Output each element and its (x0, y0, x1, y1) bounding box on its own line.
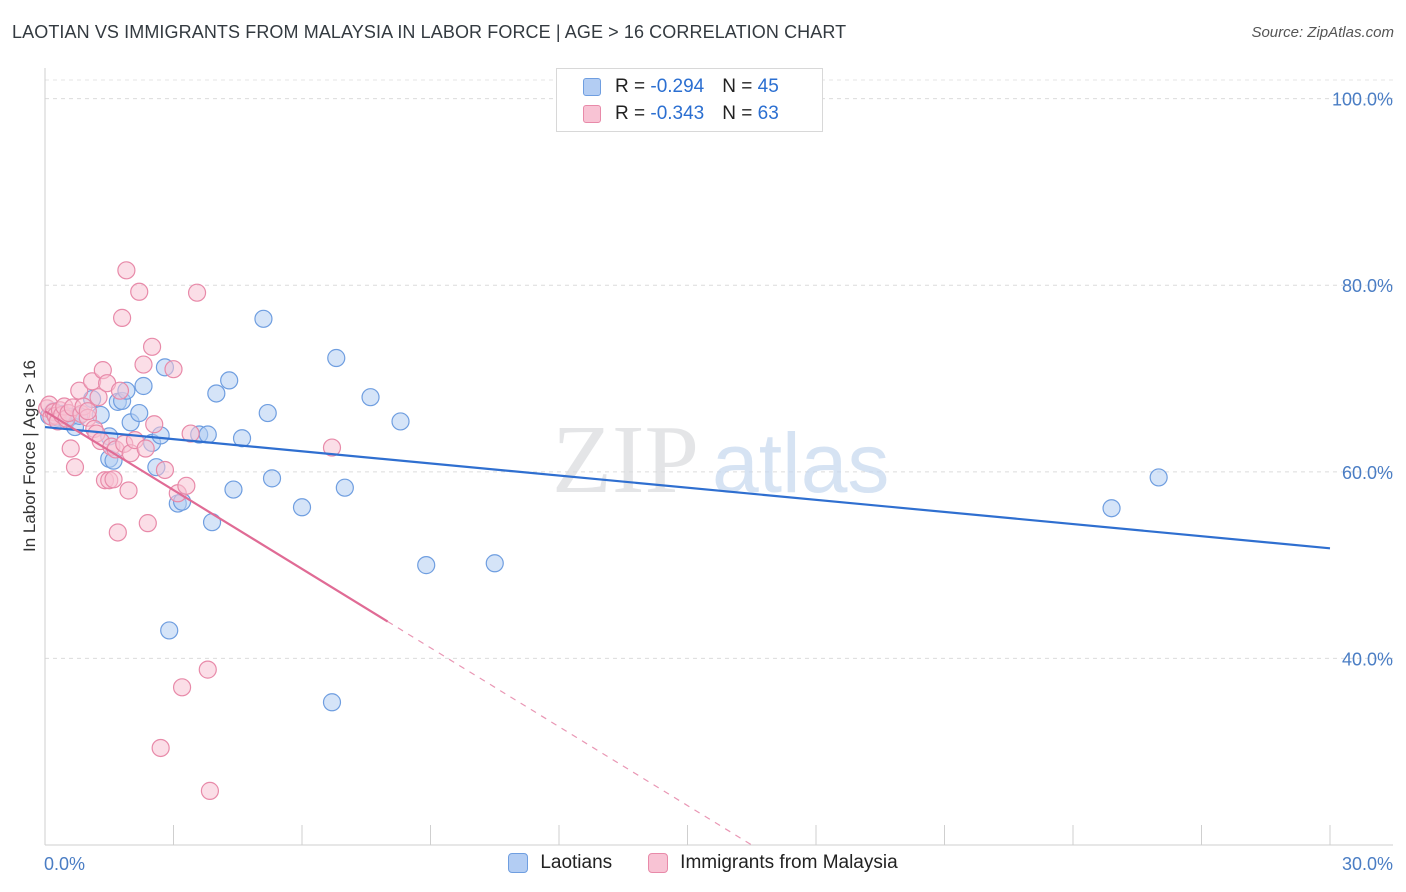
malaysia-point (104, 470, 123, 489)
malaysia-point (172, 678, 192, 697)
laotians-point (485, 554, 504, 573)
y-tick-label: 100.0% (1332, 90, 1393, 110)
laotians-point (322, 693, 342, 712)
series-swatch-laotians (508, 853, 529, 873)
x-tick-label: 30.0% (1342, 854, 1393, 874)
legend-n-value: 45 (757, 76, 779, 97)
watermark-zip: ZIP (552, 406, 699, 514)
laotians-point (335, 478, 354, 497)
malaysia-point (119, 481, 138, 500)
malaysia-point (164, 360, 183, 379)
legend-n-label: N = (722, 103, 758, 124)
y-tick-label: 80.0% (1342, 276, 1393, 296)
axes (44, 68, 1393, 846)
laotians-point (198, 425, 217, 444)
legend-n-label: N = (722, 76, 758, 97)
grid-lines (45, 79, 1393, 659)
legend-swatch-laotians (583, 78, 601, 96)
correlation-legend: R = -0.294 N = 45 R = -0.343 N = 63 (556, 68, 823, 132)
laotians-point (361, 388, 380, 407)
laotians-point (391, 412, 410, 431)
malaysia-point (117, 261, 136, 280)
y-tick-label: 40.0% (1342, 649, 1393, 669)
laotians-point (224, 480, 243, 499)
trend-lines (44, 410, 1331, 846)
malaysia-point (112, 308, 132, 327)
laotians-point (292, 498, 312, 517)
watermark: ZIP atlas (552, 406, 889, 514)
chart-title: LAOTIAN VS IMMIGRANTS FROM MALAYSIA IN L… (12, 22, 847, 42)
malaysia-point (322, 438, 342, 457)
laotians-point (262, 469, 282, 488)
laotians-point (417, 556, 436, 575)
malaysia-point (198, 660, 217, 679)
malaysia-point (155, 460, 175, 480)
malaysia-point (181, 424, 200, 443)
laotians-point (254, 309, 273, 328)
legend-r-value: -0.343 (650, 103, 705, 124)
tick-labels: 40.0% 60.0% 80.0% 100.0% 0.0% 30.0% (44, 90, 1393, 874)
malaysia-point (136, 439, 155, 458)
series-label-laotians: Laotians (540, 852, 613, 873)
malaysia-point (134, 355, 153, 374)
laotians-point (134, 376, 153, 396)
malaysia-point (108, 523, 127, 542)
malaysia-point (61, 439, 80, 458)
laotians-point (220, 371, 239, 390)
legend-r-label: R = (615, 76, 651, 97)
malaysia-trend-extension (387, 621, 753, 846)
malaysia-point (110, 381, 130, 400)
laotians-point (258, 403, 277, 423)
malaysia-point (151, 738, 170, 758)
legend-swatch-malaysia (583, 105, 601, 123)
malaysia-point (89, 388, 108, 407)
laotians-point (160, 621, 179, 640)
y-tick-label: 60.0% (1342, 463, 1393, 483)
watermark-atlas: atlas (712, 416, 889, 510)
laotians-point (327, 348, 346, 368)
series-legend-malaysia: Immigrants from Malaysia (648, 852, 898, 874)
legend-n-value: 63 (757, 103, 779, 124)
series-label-malaysia: Immigrants from Malaysia (680, 852, 898, 873)
legend-r-label: R = (615, 103, 651, 124)
malaysia-point (145, 415, 164, 434)
legend-r-value: -0.294 (650, 76, 705, 97)
laotians-point (130, 403, 149, 423)
laotians-point (1149, 468, 1168, 487)
malaysia-point (138, 514, 157, 533)
malaysia-point (78, 402, 97, 421)
laotians-point (1102, 499, 1121, 518)
laotians-trend-line (44, 425, 1331, 550)
y-axis-label: In Labor Force | Age > 16 (20, 360, 39, 552)
malaysia-point (130, 282, 149, 301)
x-tick-label: 0.0% (44, 854, 85, 874)
malaysia-trend-line (44, 410, 389, 623)
series-legend: Laotians Immigrants from Malaysia (0, 852, 1406, 874)
laotians-point (207, 384, 226, 403)
malaysia-point (142, 337, 162, 356)
source-credit: Source: ZipAtlas.com (1251, 24, 1394, 41)
legend-row-malaysia: R = -0.343 N = 63 (583, 102, 779, 126)
data-points (38, 261, 1168, 800)
malaysia-point (65, 458, 85, 477)
legend-row-laotians: R = -0.294 N = 45 (583, 75, 779, 99)
malaysia-point (187, 283, 207, 302)
series-legend-laotians: Laotians (508, 852, 612, 874)
series-swatch-malaysia (648, 853, 669, 873)
malaysia-point (200, 781, 220, 800)
malaysia-point (177, 476, 196, 495)
